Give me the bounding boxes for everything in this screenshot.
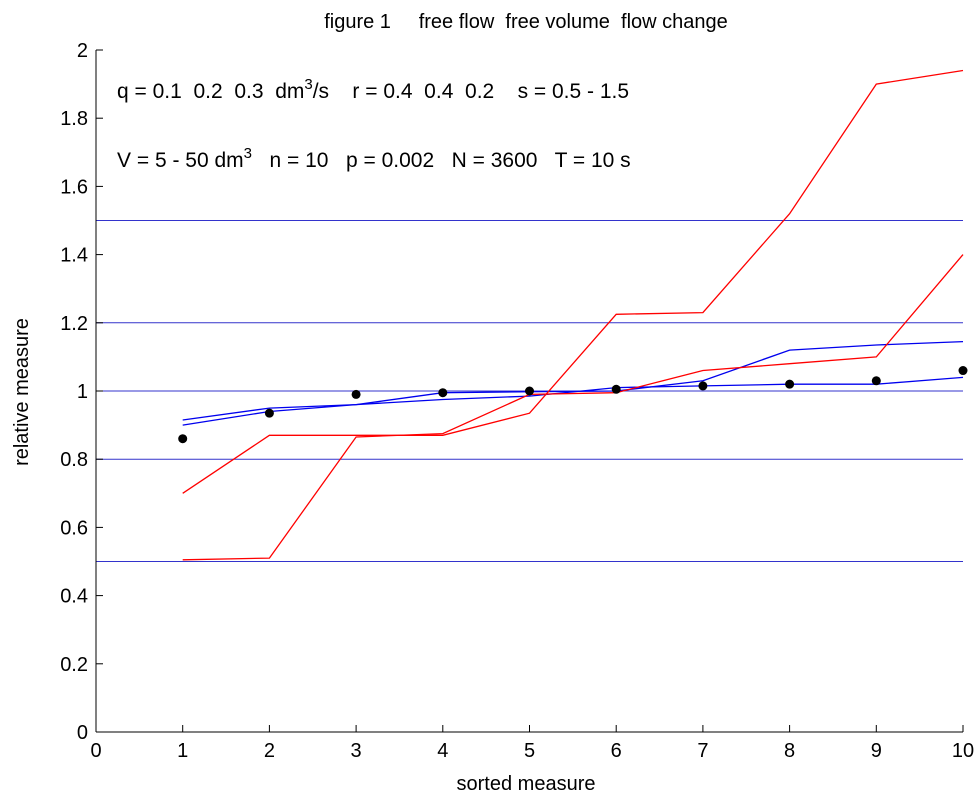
data-point	[785, 379, 795, 389]
series-line	[182, 340, 964, 421]
x-tick-label: 3	[351, 740, 362, 762]
x-tick-label: 1	[177, 740, 188, 762]
annotation-line-1-part-b: /s r = 0.4 0.4 0.2 s = 0.5 - 1.5	[313, 80, 629, 103]
y-tick-label: 0.8	[60, 449, 88, 471]
data-point	[611, 384, 621, 394]
series-line	[182, 69, 964, 494]
series-line	[182, 376, 964, 426]
series-line	[182, 254, 964, 561]
y-tick-label: 0.2	[60, 654, 88, 676]
x-tick-label: 8	[784, 740, 795, 762]
y-tick-label: 2	[77, 40, 88, 62]
y-tick-label: 1.4	[60, 245, 88, 267]
x-tick-label: 5	[524, 740, 535, 762]
y-tick-label: 0.6	[60, 517, 88, 539]
annotation-line-2-part-b: n = 10 p = 0.002 N = 3600 T = 10 s	[252, 149, 631, 172]
chart-title: figure 1 free flow free volume flow chan…	[324, 11, 728, 33]
data-point	[525, 386, 534, 396]
y-tick-label: 0.4	[60, 586, 88, 608]
x-tick-label: 9	[871, 740, 882, 762]
annotation-line-1-superscript: 3	[304, 76, 312, 93]
data-point	[958, 366, 968, 376]
y-tick-label: 0	[77, 722, 88, 744]
annotation-line-2-superscript: 3	[244, 145, 252, 162]
annotation-line-2: V = 5 - 50 dm3 n = 10 p = 0.002 N = 3600…	[117, 145, 631, 172]
data-point	[438, 388, 448, 398]
x-tick-label: 0	[90, 740, 101, 762]
x-tick-label: 2	[264, 740, 275, 762]
data-point	[264, 408, 274, 418]
data-point	[871, 376, 881, 386]
x-axis-label: sorted measure	[457, 773, 596, 795]
annotation-line-1-part-a: q = 0.1 0.2 0.3 dm	[117, 80, 304, 103]
x-tick-label: 10	[952, 740, 974, 762]
y-tick-label: 1.8	[60, 108, 88, 130]
data-point	[178, 434, 188, 444]
series-layer	[178, 69, 968, 561]
annotation-line-1: q = 0.1 0.2 0.3 dm3/s r = 0.4 0.4 0.2 s …	[117, 76, 629, 103]
annotation-line-2-part-a: V = 5 - 50 dm	[117, 149, 244, 172]
y-tick-label: 1.6	[60, 176, 88, 198]
x-tick-label: 6	[611, 740, 622, 762]
data-point	[698, 381, 708, 391]
y-tick-label: 1.2	[60, 313, 88, 335]
y-tick-label: 1	[77, 381, 88, 403]
x-tick-label: 7	[697, 740, 708, 762]
data-point	[351, 389, 361, 399]
ticks: 0 1 2 3 4 5 6 7 8 9 10 0 0.2 0.4 0.6 0.8 1 1.2 1.4 1.6 1.8 2	[60, 40, 974, 762]
y-axis-label: relative measure	[11, 318, 33, 466]
x-tick-label: 4	[437, 740, 448, 762]
